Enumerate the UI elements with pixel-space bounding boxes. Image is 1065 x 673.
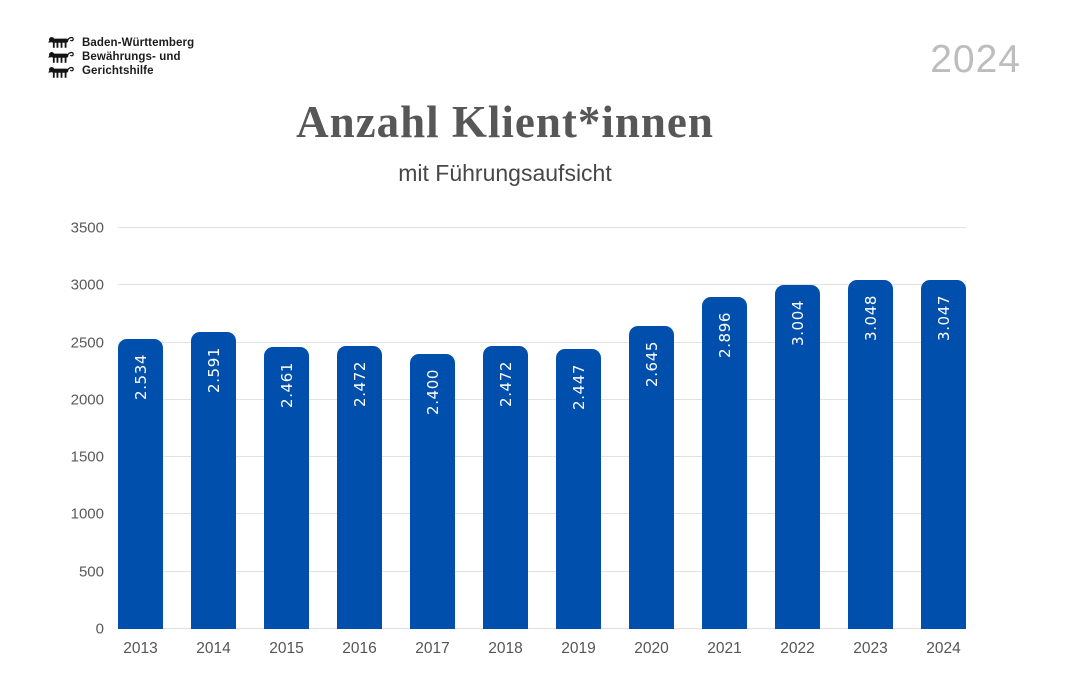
x-axis-tick-label: 2020 xyxy=(634,640,669,657)
bar-2019: 2.447 xyxy=(556,348,601,629)
bars-container: 2.534 2013 2.591 2014 2.461 2015 2.472 2016 2.40… xyxy=(118,228,966,657)
gridline xyxy=(118,456,966,458)
gridline xyxy=(118,570,966,572)
x-axis-tick-label: 2017 xyxy=(415,640,450,657)
bar-chart: 0 500 1000 1500 2000 2500 3000 3500 2.534 2013 2.5… xyxy=(71,221,966,657)
bar-slot: 2.534 2013 xyxy=(118,228,163,657)
logo-text-line: Bewährungs- und xyxy=(82,51,181,63)
gridline xyxy=(118,398,966,400)
bar-slot: 2.472 2016 xyxy=(337,228,382,657)
x-axis-tick-label: 2021 xyxy=(707,640,742,657)
x-axis-tick-label: 2013 xyxy=(123,640,158,657)
bar-value-label: 2.400 xyxy=(423,369,442,415)
gridline xyxy=(118,341,966,343)
bar-slot: 3.047 2024 xyxy=(921,228,966,657)
lion-icon xyxy=(48,51,74,63)
y-axis-tick-label: 3000 xyxy=(70,276,104,294)
bar-value-label: 2.472 xyxy=(496,360,515,407)
y-axis-tick-label: 500 xyxy=(78,563,104,581)
bar-value-label: 2.447 xyxy=(569,363,588,410)
bar-2021: 2.896 xyxy=(702,297,747,629)
bar-2024: 3.047 xyxy=(921,279,966,629)
bar-2015: 2.461 xyxy=(264,347,309,629)
y-axis-tick-label: 1000 xyxy=(70,505,104,523)
y-axis-tick-label: 2500 xyxy=(70,334,104,352)
bar-value-label: 2.472 xyxy=(350,360,369,407)
bar-2016: 2.472 xyxy=(337,345,382,629)
y-axis-tick-label: 0 xyxy=(95,620,104,638)
x-axis-tick-label: 2024 xyxy=(926,640,961,657)
bar-slot: 2.896 2021 xyxy=(702,228,747,657)
bar-2017: 2.400 xyxy=(410,354,455,629)
chart-subtitle: mit Führungsaufsicht xyxy=(398,160,612,186)
logo: Baden-Württemberg Bewährungs- und Gerich… xyxy=(48,36,194,79)
gridline xyxy=(118,513,966,515)
bar-slot: 2.472 2018 xyxy=(483,228,528,657)
x-axis-tick-label: 2014 xyxy=(196,640,231,657)
bar-value-label: 2.461 xyxy=(277,362,296,408)
x-axis-tick-label: 2016 xyxy=(342,640,377,657)
x-axis-tick-label: 2015 xyxy=(269,640,304,657)
bar-slot: 2.400 2017 xyxy=(410,228,455,657)
bar-slot: 2.461 2015 xyxy=(264,228,309,657)
bar-slot: 2.645 2020 xyxy=(629,228,674,657)
y-axis-tick-label: 1500 xyxy=(70,448,104,466)
gridline xyxy=(118,227,966,228)
bar-2022: 3.004 xyxy=(775,284,820,629)
bar-value-label: 3.004 xyxy=(788,299,807,346)
bar-2023: 3.048 xyxy=(848,279,893,629)
year-badge: 2024 xyxy=(930,38,1021,81)
bar-value-label: 2.591 xyxy=(204,347,223,394)
bar-value-label: 2.645 xyxy=(642,340,661,387)
gridline xyxy=(118,284,966,286)
bar-slot: 3.048 2023 xyxy=(848,228,893,657)
logo-text-line: Baden-Württemberg xyxy=(82,37,195,49)
bar-value-label: 3.048 xyxy=(861,294,880,341)
x-axis-tick-label: 2023 xyxy=(853,640,888,657)
bar-2013: 2.534 xyxy=(118,338,163,629)
bar-value-label: 2.534 xyxy=(131,353,150,400)
logo-text: Baden-Württemberg Bewährungs- und Gerich… xyxy=(82,36,194,78)
bar-slot: 3.004 2022 xyxy=(775,228,820,657)
chart-title: Anzahl Klient*innen xyxy=(296,97,714,147)
three-lions-icon xyxy=(48,36,74,79)
x-axis-tick-label: 2018 xyxy=(488,640,523,657)
x-axis-tick-label: 2022 xyxy=(780,640,815,657)
logo-text-line: Gerichtshilfe xyxy=(82,65,154,77)
bar-value-label: 3.047 xyxy=(934,294,953,341)
lion-icon xyxy=(48,66,74,78)
y-axis-tick-label: 2000 xyxy=(70,391,104,409)
lion-icon xyxy=(48,36,74,48)
bar-value-label: 2.896 xyxy=(715,312,734,359)
gridline xyxy=(118,628,966,629)
y-axis-tick-label: 3500 xyxy=(70,219,104,237)
bar-slot: 2.591 2014 xyxy=(191,228,236,657)
bar-slot: 2.447 2019 xyxy=(556,228,601,657)
bar-2020: 2.645 xyxy=(629,325,674,629)
bar-2018: 2.472 xyxy=(483,345,528,629)
x-axis-tick-label: 2019 xyxy=(561,640,596,657)
bar-2014: 2.591 xyxy=(191,332,236,629)
